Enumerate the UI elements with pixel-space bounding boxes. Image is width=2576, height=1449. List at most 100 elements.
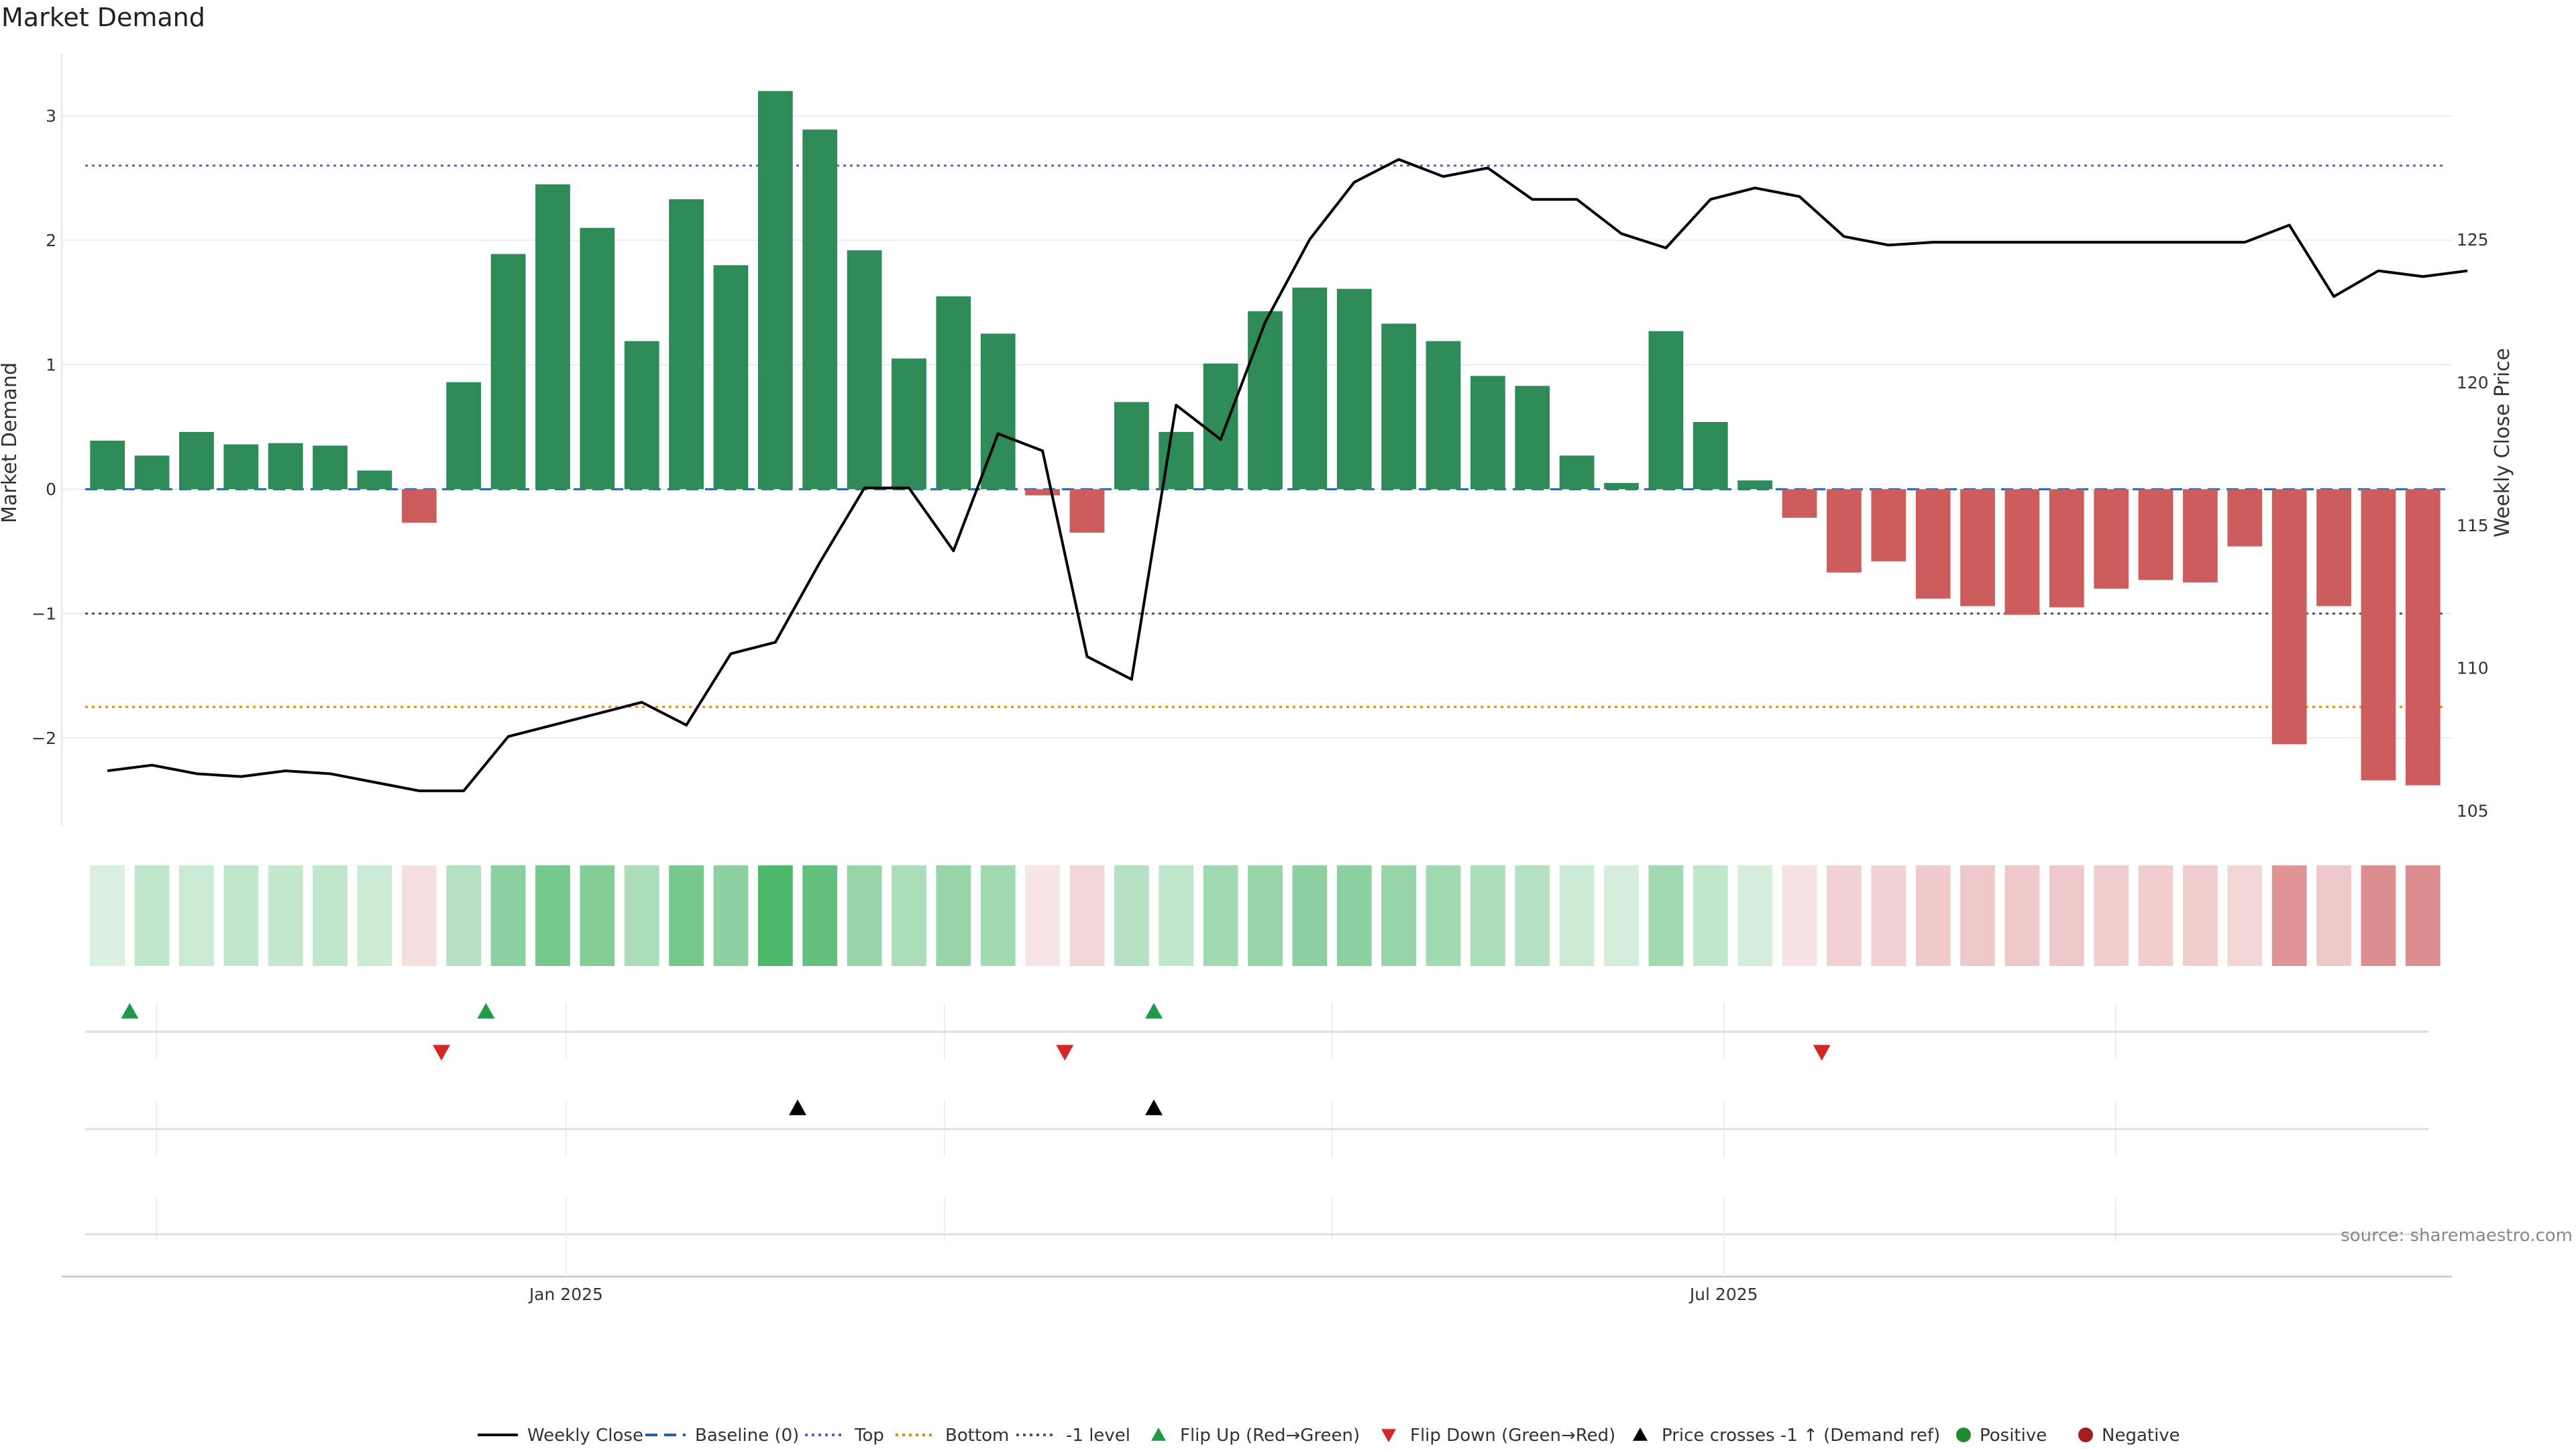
demand-bar bbox=[1559, 455, 1595, 490]
flip-up-marker bbox=[1145, 1003, 1163, 1019]
heatmap-cell bbox=[892, 865, 926, 966]
legend-label: Flip Down (Green→Red) bbox=[1410, 1426, 1615, 1446]
y2-tick-label: 105 bbox=[2457, 802, 2489, 821]
heatmap-cell bbox=[1737, 865, 1773, 966]
y-tick-label: 0 bbox=[46, 480, 56, 499]
flip-up-marker bbox=[121, 1003, 139, 1019]
heatmap-cell bbox=[1871, 865, 1907, 966]
demand-bar bbox=[580, 227, 615, 490]
y2-tick-label: 115 bbox=[2457, 516, 2489, 535]
heatmap-cell bbox=[1782, 865, 1817, 966]
weekly-close-line bbox=[107, 158, 2468, 792]
legend-swatch bbox=[1381, 1429, 1396, 1442]
x-tick-label: Jul 2025 bbox=[1688, 1285, 1758, 1304]
heatmap-cell bbox=[1470, 865, 1505, 966]
legend-label: Flip Up (Red→Green) bbox=[1180, 1426, 1360, 1446]
heatmap-cell bbox=[1381, 865, 1417, 966]
demand-bar bbox=[1336, 288, 1372, 490]
heatmap-cell bbox=[1426, 865, 1461, 966]
demand-bar bbox=[179, 431, 214, 490]
demand-bar bbox=[1693, 422, 1728, 490]
flip-markers bbox=[85, 1003, 2428, 1241]
heatmap-cell bbox=[1292, 865, 1328, 966]
heatmap-cell bbox=[357, 865, 392, 966]
demand-bar bbox=[1871, 489, 1907, 561]
demand-bar bbox=[446, 382, 482, 490]
demand-bar bbox=[1737, 480, 1773, 490]
demand-bar bbox=[90, 440, 125, 490]
heatmap-cell bbox=[2227, 865, 2263, 966]
right-axis-ticks: 105 110 115 120 125 bbox=[2457, 230, 2489, 821]
demand-bar bbox=[669, 199, 704, 490]
demand-bar bbox=[134, 455, 170, 490]
heatmap-cell bbox=[2405, 865, 2440, 966]
heatmap-cell bbox=[1336, 865, 1372, 966]
heatmap-cell bbox=[1114, 865, 1149, 966]
heatmap-cell bbox=[1827, 865, 1862, 966]
y2-tick-label: 120 bbox=[2457, 373, 2489, 392]
heatmap-cell bbox=[1203, 865, 1238, 966]
heatmap-cell bbox=[401, 865, 437, 966]
heatmap-cell bbox=[90, 865, 125, 966]
demand-bar bbox=[1381, 323, 1417, 490]
flip-up-marker bbox=[477, 1003, 495, 1019]
left-axis-ticks: −2 −1 0 1 2 3 bbox=[32, 107, 56, 748]
heatmap-cell bbox=[1604, 865, 1639, 966]
demand-bar bbox=[1292, 287, 1328, 490]
heatmap-cell bbox=[268, 865, 303, 966]
heatmap-cell bbox=[1515, 865, 1550, 966]
heatmap-cell bbox=[1960, 865, 1995, 966]
heatmap-cell bbox=[134, 865, 170, 966]
heatmap-cell bbox=[2183, 865, 2218, 966]
demand-bar bbox=[2138, 489, 2174, 580]
demand-bar bbox=[2361, 489, 2396, 781]
heatmap-cell bbox=[1559, 865, 1595, 966]
heatmap-cell bbox=[802, 865, 838, 966]
legend-label: Positive bbox=[1980, 1426, 2047, 1446]
demand-bar bbox=[1426, 341, 1461, 490]
demand-bar bbox=[268, 443, 303, 490]
heatmap-cell bbox=[1693, 865, 1728, 966]
y-tick-label: 1 bbox=[46, 356, 56, 375]
demand-bar bbox=[2004, 489, 2040, 615]
demand-bar bbox=[1025, 489, 1061, 496]
demand-bar bbox=[2227, 489, 2263, 547]
flip-down-marker bbox=[433, 1044, 451, 1061]
heatmap-cell bbox=[223, 865, 259, 966]
demand-bar bbox=[1648, 331, 1684, 490]
demand-bar bbox=[713, 265, 749, 490]
demand-bar bbox=[847, 250, 882, 490]
demand-heatmap-strip bbox=[90, 865, 2440, 966]
y2-axis-label: Weekly Close Price bbox=[2491, 348, 2514, 537]
demand-bar bbox=[401, 489, 437, 523]
demand-bar bbox=[313, 445, 347, 490]
price-line-group bbox=[107, 158, 2468, 792]
demand-bar bbox=[757, 91, 793, 490]
heatmap-cell bbox=[2094, 865, 2129, 966]
demand-bar bbox=[2316, 489, 2351, 606]
demand-bar bbox=[1470, 376, 1505, 490]
demand-bar bbox=[490, 254, 526, 490]
heatmap-cell bbox=[179, 865, 214, 966]
demand-bar bbox=[1915, 489, 1951, 599]
heatmap-cell bbox=[580, 865, 615, 966]
demand-bar bbox=[1515, 386, 1550, 490]
flip-down-marker bbox=[1056, 1044, 1074, 1061]
demand-bar bbox=[1960, 489, 1995, 606]
heatmap-cell bbox=[980, 865, 1016, 966]
heatmap-cell bbox=[847, 865, 882, 966]
legend-swatch bbox=[1151, 1428, 1166, 1441]
heatmap-cell bbox=[313, 865, 347, 966]
heatmap-cell bbox=[2316, 865, 2351, 966]
heatmap-cell bbox=[757, 865, 793, 966]
y2-tick-label: 125 bbox=[2457, 230, 2489, 250]
y-tick-label: 3 bbox=[46, 107, 56, 126]
legend-label: Negative bbox=[2102, 1426, 2180, 1446]
legend-swatch bbox=[1956, 1428, 1971, 1442]
heatmap-cell bbox=[1648, 865, 1684, 966]
heatmap-cell bbox=[1159, 865, 1194, 966]
source-label: source: sharemaestro.com bbox=[2341, 1226, 2573, 1246]
heatmap-cell bbox=[936, 865, 971, 966]
heatmap-cell bbox=[446, 865, 482, 966]
